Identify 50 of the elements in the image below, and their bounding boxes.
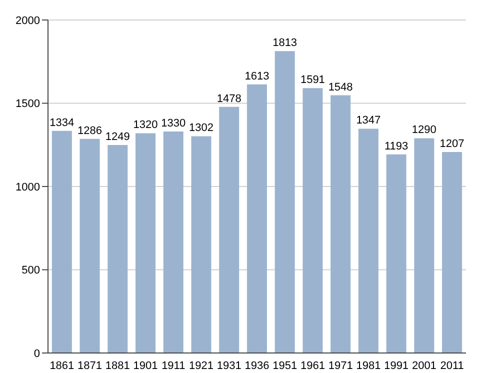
bar xyxy=(358,128,378,353)
bar xyxy=(386,154,406,353)
y-tick-label: 500 xyxy=(22,264,40,277)
bar xyxy=(219,106,240,353)
data-label: 1290 xyxy=(412,124,436,136)
data-label: 1548 xyxy=(328,81,353,94)
bar xyxy=(414,138,434,353)
bar xyxy=(80,138,100,353)
bar xyxy=(274,51,295,353)
data-label: 1347 xyxy=(356,114,381,127)
x-tick-label: 1881 xyxy=(105,360,130,372)
bar xyxy=(163,132,184,353)
data-label: 1249 xyxy=(105,131,130,144)
bar xyxy=(108,145,128,353)
bar xyxy=(136,133,156,353)
x-tick-label: 1971 xyxy=(328,360,353,372)
x-tick-label: 1871 xyxy=(78,360,102,372)
x-tick-label: 2011 xyxy=(440,360,464,372)
data-label: 1330 xyxy=(161,118,186,130)
y-tick-label: 1000 xyxy=(16,181,40,194)
x-tick-label: 1936 xyxy=(244,360,270,372)
x-tick-label: 1991 xyxy=(384,360,409,372)
data-label: 1320 xyxy=(133,119,158,132)
data-label: 1193 xyxy=(384,140,408,152)
data-label: 1478 xyxy=(216,92,242,105)
data-label: 1613 xyxy=(244,70,270,82)
x-tick-label: 1921 xyxy=(189,360,214,372)
x-tick-label: 1951 xyxy=(272,360,298,372)
y-tick-label: 0 xyxy=(34,348,40,360)
bar xyxy=(246,84,267,353)
data-label: 1591 xyxy=(300,74,325,86)
y-tick-label: 2000 xyxy=(16,14,40,27)
data-label: 1207 xyxy=(440,138,464,150)
x-tick-label: 1901 xyxy=(133,360,158,372)
bar xyxy=(191,136,212,353)
bar xyxy=(442,152,462,353)
data-label: 1286 xyxy=(78,124,102,137)
y-tick-label: 1500 xyxy=(16,98,40,110)
x-tick-label: 2001 xyxy=(412,360,436,372)
data-label: 1302 xyxy=(188,122,214,134)
data-label: 1334 xyxy=(50,116,74,129)
bar xyxy=(302,88,323,353)
x-tick-label: 1931 xyxy=(216,360,242,372)
bar xyxy=(330,95,351,353)
x-tick-label: 1911 xyxy=(162,360,186,372)
x-tick-label: 1981 xyxy=(356,360,381,372)
x-tick-label: 1961 xyxy=(300,360,325,372)
bar xyxy=(52,130,72,353)
x-tick-label: 1861 xyxy=(50,360,74,372)
data-label: 1813 xyxy=(272,37,298,50)
